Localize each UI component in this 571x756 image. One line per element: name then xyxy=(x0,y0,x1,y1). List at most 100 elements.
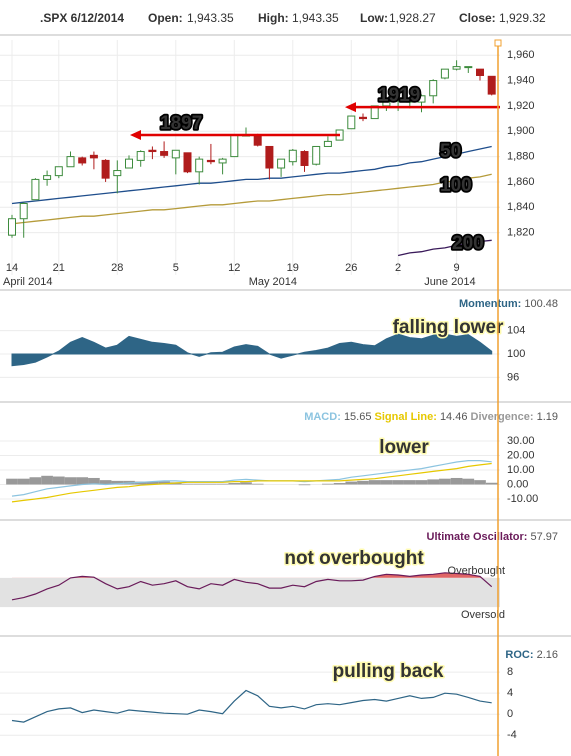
panel-title: Momentum: xyxy=(459,298,521,310)
histogram-bar xyxy=(76,477,89,485)
histogram-bar xyxy=(88,477,100,485)
band-label: Overbought xyxy=(448,565,505,577)
histogram-bar xyxy=(474,480,486,485)
y-tick-label: -10.00 xyxy=(507,493,538,505)
candle-body xyxy=(43,175,52,180)
y-tick-label: 8 xyxy=(507,666,513,678)
x-group-label: June 2014 xyxy=(424,276,475,288)
indicator-line xyxy=(11,462,492,503)
histogram-bar xyxy=(439,478,451,485)
histogram-bar xyxy=(462,478,475,485)
reference-label: 1897 xyxy=(160,113,202,134)
x-tick-label: 28 xyxy=(111,262,123,274)
candle-body xyxy=(195,158,204,173)
histogram-bar xyxy=(450,477,463,485)
y-tick-label: 10.00 xyxy=(507,464,535,476)
field-value: 1,943.35 xyxy=(187,11,234,25)
candle-body xyxy=(288,149,297,163)
histogram-bar xyxy=(181,483,194,485)
candle-body xyxy=(370,105,379,120)
histogram-bar xyxy=(392,480,404,485)
histogram-bar xyxy=(17,478,30,485)
y-tick-label: 0 xyxy=(507,708,513,720)
field-label: Low: xyxy=(360,11,388,25)
histogram-bar xyxy=(427,479,440,485)
candle-body xyxy=(394,99,403,102)
field-label: Open: xyxy=(148,11,183,25)
y-tick-label: 1,820 xyxy=(507,227,535,239)
current-value: 2.16 xyxy=(537,649,558,661)
candle-body xyxy=(125,158,133,169)
panel-title: Ultimate Oscillator: xyxy=(427,531,528,543)
candle-body xyxy=(54,166,63,177)
y-tick-label: 1,900 xyxy=(507,125,535,137)
candle-body xyxy=(8,218,16,236)
candle-body xyxy=(230,134,239,158)
histogram-bar xyxy=(6,478,18,485)
arrow-head xyxy=(130,130,141,141)
histogram-bar xyxy=(415,480,428,485)
x-tick-label: 19 xyxy=(287,262,299,274)
panel-header: Ultimate Oscillator: 57.97 xyxy=(427,531,558,543)
annotation: falling lower xyxy=(393,317,504,338)
histogram-bar xyxy=(345,481,358,485)
candle-body xyxy=(487,75,496,95)
histogram-bar xyxy=(333,483,346,485)
histogram-bar xyxy=(146,481,159,485)
histogram-bar xyxy=(357,480,369,485)
x-tick-label: 26 xyxy=(345,262,357,274)
histogram-bar xyxy=(205,483,217,485)
legend-entry: Divergence: xyxy=(471,411,534,423)
arrow-head xyxy=(345,102,356,113)
histogram-bar xyxy=(298,484,311,486)
x-tick-label: 5 xyxy=(173,262,179,274)
candle-body xyxy=(113,170,122,177)
candle-body xyxy=(464,66,473,69)
oscillator-line xyxy=(11,572,493,601)
candle-body xyxy=(312,145,321,165)
histogram-bar xyxy=(322,483,334,485)
legend-entry: MACD: xyxy=(304,411,341,423)
candle-body xyxy=(347,115,356,130)
field-label: Close: xyxy=(459,11,496,25)
histogram-bar xyxy=(251,483,264,485)
candle-body xyxy=(136,151,145,161)
candle-body xyxy=(323,140,332,147)
candle-body xyxy=(476,68,484,76)
moving-average xyxy=(11,173,492,225)
indicator-line xyxy=(11,460,492,497)
candle-body xyxy=(417,95,426,103)
annotation: pulling back xyxy=(333,661,444,682)
candle-body xyxy=(300,151,309,166)
panel-header: ROC: 2.16 xyxy=(505,649,558,661)
candle-body xyxy=(265,145,274,169)
y-tick-label: 100 xyxy=(507,348,525,360)
x-tick-label: 9 xyxy=(454,262,460,274)
candle-body xyxy=(171,149,180,159)
current-value: 57.97 xyxy=(530,531,558,543)
histogram-bar xyxy=(52,476,65,485)
y-tick-label: 96 xyxy=(507,371,519,383)
candle-body xyxy=(160,151,169,156)
candle-body xyxy=(405,100,414,103)
x-group-label: May 2014 xyxy=(249,276,297,288)
series-label: 200 xyxy=(452,233,484,254)
field-label: High: xyxy=(258,11,289,25)
candle-body xyxy=(429,80,438,97)
y-tick-label: 30.00 xyxy=(507,435,535,447)
candle-body xyxy=(66,156,75,168)
x-group-label: April 2014 xyxy=(3,276,53,288)
current-value: 1.19 xyxy=(537,411,558,423)
candle-body xyxy=(253,134,262,146)
histogram-bar xyxy=(64,477,77,485)
panel-header: MACD: 15.65 Signal Line: 14.46 Divergenc… xyxy=(304,411,558,423)
panel-title: ROC: xyxy=(505,649,533,661)
reference-label: 1919 xyxy=(378,85,420,106)
x-tick-label: 2 xyxy=(395,262,401,274)
y-tick-label: 1,880 xyxy=(507,151,535,163)
legend-entry: Signal Line: xyxy=(375,411,437,423)
field-value: 1,943.35 xyxy=(292,11,339,25)
annotation: not overbought xyxy=(284,548,424,569)
histogram-bar xyxy=(228,483,241,485)
